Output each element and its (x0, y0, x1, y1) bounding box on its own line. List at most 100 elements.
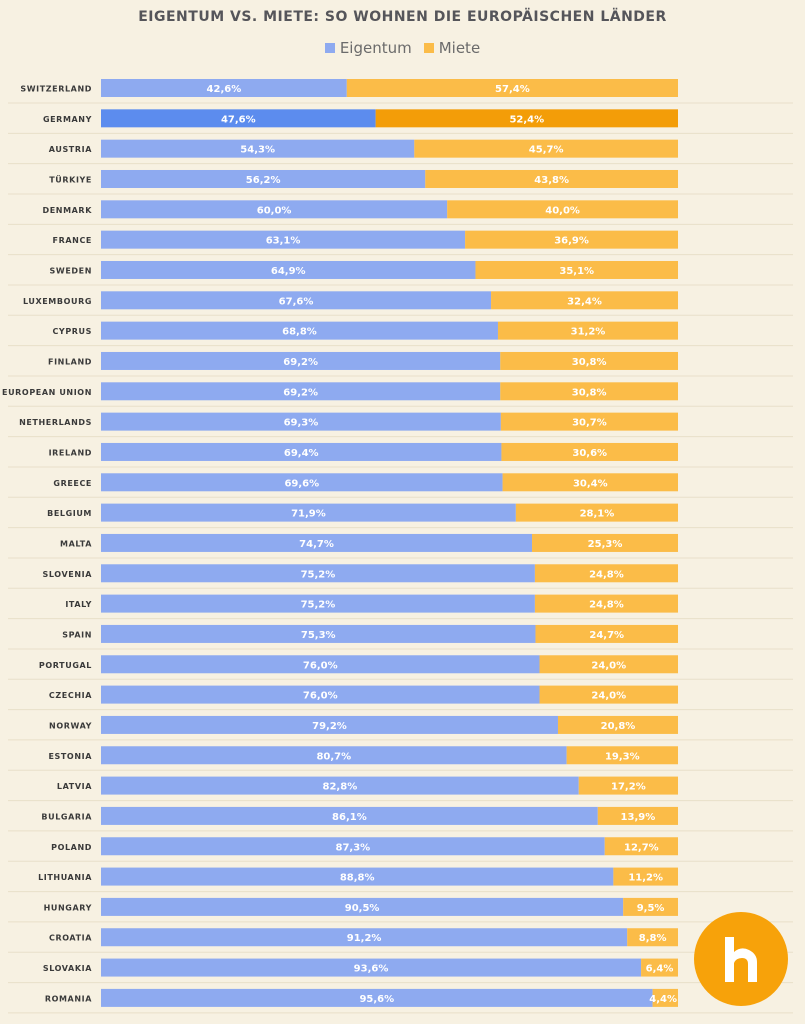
bar-miete-germany (375, 109, 678, 128)
bar-eigentum-norway (101, 715, 558, 734)
data-label-miete-greece: 30,4% (573, 478, 608, 489)
data-label-eigentum-ireland: 69,4% (284, 448, 319, 459)
data-label-miete-sweden: 35,1% (559, 266, 594, 277)
bar-eigentum-germany (101, 109, 376, 128)
category-label-austria: AUSTRIA (49, 145, 92, 154)
data-label-eigentum-sweden: 64,9% (271, 266, 306, 277)
bar-eigentum-netherlands (101, 412, 501, 431)
data-label-miete-france: 36,9% (554, 236, 589, 247)
data-label-eigentum-switzerland: 42,6% (207, 84, 242, 95)
bar-miete-italy (534, 594, 678, 613)
bar-miete-switzerland (346, 79, 678, 97)
bar-miete-denmark (447, 200, 678, 219)
category-label-sweden: SWEDEN (50, 266, 92, 275)
legend-item-eigentum[interactable]: Eigentum (324, 39, 412, 57)
legend-item-miete[interactable]: Miete (423, 39, 481, 57)
bar-eigentum-hungary (101, 897, 624, 916)
data-label-eigentum-germany: 47,6% (221, 114, 256, 125)
data-label-miete-spain: 24,7% (589, 630, 624, 641)
data-label-eigentum-luxembourg: 67,6% (279, 296, 314, 307)
data-label-miete-poland: 12,7% (624, 842, 659, 853)
data-label-miete-finland: 30,8% (572, 357, 607, 368)
category-label-european-union: EUROPEAN UNION (2, 388, 92, 397)
bar-miete-t-rkiye (425, 169, 678, 188)
category-label-malta: MALTA (60, 539, 92, 548)
bar-miete-ireland (501, 442, 678, 461)
bar-eigentum-finland (101, 351, 501, 370)
bar-eigentum-luxembourg (101, 291, 492, 310)
bar-eigentum-czechia (101, 685, 540, 704)
chart-title: EIGENTUM VS. MIETE: SO WOHNEN DIE EUROPÄ… (138, 9, 667, 25)
bar-miete-european-union (500, 382, 678, 401)
data-label-miete-denmark: 40,0% (545, 205, 580, 216)
legend-label-eigentum: Eigentum (339, 39, 412, 57)
bar-eigentum-lithuania (101, 867, 614, 886)
bar-miete-austria (414, 139, 678, 158)
legend-label-miete: Miete (438, 39, 481, 57)
data-label-eigentum-spain: 75,3% (301, 630, 336, 641)
legend-swatch-eigentum (324, 43, 335, 53)
category-label-romania: ROMANIA (45, 994, 92, 1003)
bar-miete-hungary (623, 897, 678, 916)
bar-eigentum-belgium (101, 503, 516, 522)
data-label-eigentum-romania: 95,6% (359, 994, 394, 1005)
bar-eigentum-france (101, 230, 466, 249)
data-label-miete-cyprus: 31,2% (571, 327, 606, 338)
bar-miete-latvia (578, 776, 678, 795)
bar-miete-estonia (566, 746, 678, 765)
bar-miete-greece (502, 473, 678, 492)
data-label-eigentum-latvia: 82,8% (323, 782, 358, 793)
bar-eigentum-malta (101, 533, 533, 552)
data-label-eigentum-cyprus: 68,8% (282, 327, 317, 338)
data-label-eigentum-czechia: 76,0% (303, 691, 338, 702)
bar-miete-croatia (627, 928, 678, 947)
data-label-miete-european-union: 30,8% (572, 387, 607, 398)
bar-miete-czechia (539, 685, 678, 704)
category-label-lithuania: LITHUANIA (38, 873, 92, 882)
data-label-eigentum-estonia: 80,7% (316, 751, 351, 762)
data-label-miete-luxembourg: 32,4% (567, 296, 602, 307)
data-label-eigentum-european-union: 69,2% (283, 387, 318, 398)
category-label-norway: NORWAY (49, 721, 92, 730)
category-label-france: FRANCE (53, 236, 92, 245)
data-label-eigentum-netherlands: 69,3% (284, 418, 319, 429)
bar-miete-romania (652, 988, 678, 1007)
bar-miete-spain (535, 624, 678, 643)
bar-eigentum-slovakia (101, 958, 642, 977)
category-label-switzerland: SWITZERLAND (20, 85, 92, 94)
data-label-miete-germany: 52,4% (509, 114, 544, 125)
data-label-eigentum-finland: 69,2% (283, 357, 318, 368)
bar-eigentum-estonia (101, 746, 567, 765)
data-label-miete-latvia: 17,2% (611, 782, 646, 793)
data-label-miete-belgium: 28,1% (580, 509, 615, 520)
bar-eigentum-ireland (101, 442, 502, 461)
category-label-poland: POLAND (51, 843, 92, 852)
data-label-miete-slovakia: 6,4% (646, 964, 674, 975)
bar-eigentum-austria (101, 139, 415, 158)
category-label-italy: ITALY (65, 600, 92, 609)
category-label-greece: GREECE (53, 479, 92, 488)
legend-swatch-miete (423, 43, 434, 53)
bar-miete-cyprus (497, 321, 678, 340)
chart-legend: Eigentum Miete (0, 39, 805, 57)
bar-miete-bulgaria (597, 806, 678, 825)
data-label-eigentum-italy: 75,2% (301, 600, 336, 611)
data-label-eigentum-slovenia: 75,2% (301, 569, 336, 580)
data-label-miete-malta: 25,3% (588, 539, 623, 550)
data-label-eigentum-austria: 54,3% (240, 145, 275, 156)
category-label-denmark: DENMARK (42, 206, 92, 215)
bar-miete-slovakia (641, 958, 678, 977)
category-label-t-rkiye: TÜRKIYE (49, 174, 92, 184)
data-label-miete-estonia: 19,3% (605, 751, 640, 762)
bar-miete-portugal (539, 655, 678, 674)
bar-eigentum-latvia (101, 776, 579, 795)
data-label-eigentum-denmark: 60,0% (257, 205, 292, 216)
data-label-eigentum-t-rkiye: 56,2% (246, 175, 281, 186)
category-label-croatia: CROATIA (49, 934, 92, 943)
category-label-hungary: HUNGARY (44, 903, 92, 912)
logo-badge (694, 912, 788, 1006)
category-label-portugal: PORTUGAL (39, 661, 92, 670)
bar-miete-poland (604, 837, 678, 856)
bar-eigentum-greece (101, 473, 503, 492)
category-label-finland: FINLAND (48, 357, 92, 366)
